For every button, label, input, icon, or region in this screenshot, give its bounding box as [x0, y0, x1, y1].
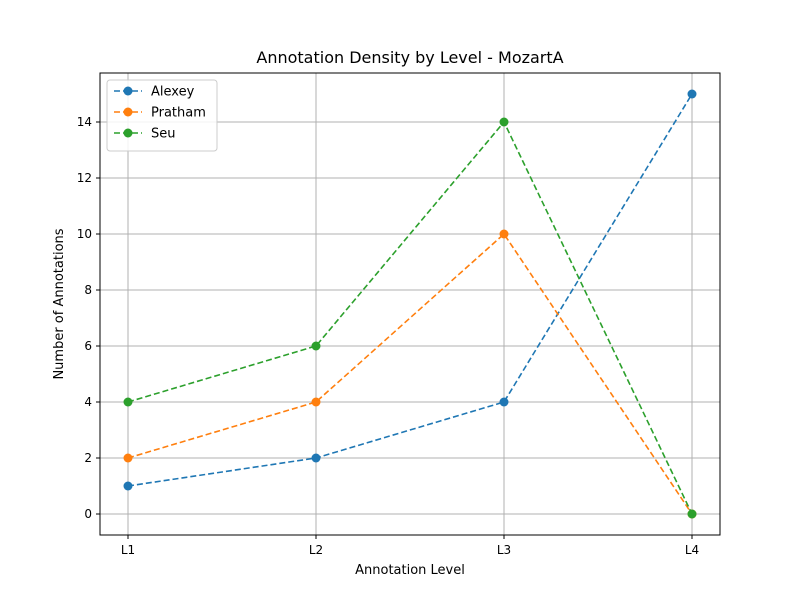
x-tick-label: L4: [685, 543, 699, 557]
data-point-seu: [311, 341, 321, 351]
series-line-pratham: [127, 232, 693, 515]
legend-marker-alexey: [123, 86, 133, 96]
legend-marker-seu: [123, 128, 133, 138]
y-tick-label: 10: [77, 227, 92, 241]
data-point-alexey: [123, 481, 133, 491]
y-tick-label: 14: [77, 115, 92, 129]
data-point-alexey: [499, 397, 509, 407]
ticks: L1 L2 L3 L4 0 2 4 6 8 10 12 14: [77, 115, 699, 557]
data-point-seu: [123, 397, 133, 407]
y-tick-label: 8: [84, 283, 92, 297]
data-point-pratham: [311, 397, 321, 407]
y-tick-label: 0: [84, 507, 92, 521]
series-line-seu: [127, 120, 693, 515]
data-point-seu: [499, 117, 509, 127]
legend-label-seu: Seu: [151, 127, 176, 142]
data-point-pratham: [123, 453, 133, 463]
legend-label-pratham: Pratham: [151, 106, 206, 121]
y-tick-label: 12: [77, 171, 92, 185]
x-tick-label: L1: [121, 543, 135, 557]
chart-title: Annotation Density by Level - MozartA: [256, 48, 563, 67]
y-axis-label: Number of Annotations: [52, 228, 67, 379]
legend-marker-pratham: [123, 107, 133, 117]
x-tick-label: L3: [497, 543, 511, 557]
y-tick-label: 4: [84, 395, 92, 409]
legend-label-alexey: Alexey: [151, 85, 195, 100]
x-tick-label: L2: [309, 543, 323, 557]
y-tick-label: 2: [84, 451, 92, 465]
y-tick-label: 6: [84, 339, 92, 353]
data-point-alexey: [311, 453, 321, 463]
data-point-seu: [687, 509, 697, 519]
data-point-alexey: [687, 89, 697, 99]
data-point-pratham: [499, 229, 509, 239]
series-layer: [123, 89, 697, 519]
x-axis-label: Annotation Level: [355, 563, 465, 578]
series-line-alexey: [127, 93, 693, 487]
plot-frame: [99, 72, 721, 536]
legend: Alexey Pratham Seu: [106, 79, 218, 152]
